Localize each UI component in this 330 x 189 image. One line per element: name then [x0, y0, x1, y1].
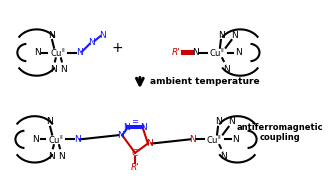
Text: N: N: [147, 139, 153, 148]
Text: N: N: [117, 131, 124, 140]
Text: Cu$^{\mathsf{II}}$: Cu$^{\mathsf{II}}$: [50, 46, 66, 59]
Text: N: N: [76, 48, 82, 57]
Text: N: N: [192, 48, 199, 57]
Text: N: N: [58, 152, 65, 161]
Text: N: N: [235, 48, 242, 57]
Text: N: N: [34, 48, 41, 57]
Text: N: N: [231, 31, 238, 40]
Text: N: N: [60, 65, 67, 74]
Text: Cu$^{\mathsf{II}}$: Cu$^{\mathsf{II}}$: [209, 46, 225, 59]
Text: N: N: [223, 65, 230, 74]
Text: N: N: [123, 123, 129, 132]
Text: N: N: [48, 152, 54, 161]
Text: N: N: [88, 38, 95, 47]
Text: ambient temperature: ambient temperature: [149, 77, 259, 86]
Text: N: N: [232, 135, 239, 144]
Text: antiferromagnetic: antiferromagnetic: [236, 123, 323, 132]
Text: N: N: [220, 152, 227, 161]
Text: R': R': [172, 48, 181, 57]
Text: N: N: [46, 118, 52, 126]
Text: Cu$^{\mathsf{II}}$: Cu$^{\mathsf{II}}$: [48, 133, 64, 146]
Text: =: =: [132, 117, 139, 126]
Text: N: N: [48, 31, 54, 40]
Text: N: N: [50, 65, 56, 74]
Text: coupling: coupling: [259, 133, 300, 142]
Text: N: N: [99, 31, 106, 40]
Text: N: N: [74, 135, 81, 144]
Text: N: N: [218, 31, 225, 40]
Text: R': R': [131, 163, 139, 172]
Text: +: +: [112, 41, 123, 55]
Text: N: N: [189, 135, 196, 144]
Text: Cu$^{\mathsf{II}}$: Cu$^{\mathsf{II}}$: [206, 133, 222, 146]
Text: N: N: [32, 135, 39, 144]
Text: N: N: [141, 123, 147, 132]
Text: N: N: [228, 118, 235, 126]
Text: C: C: [132, 149, 138, 158]
Text: N: N: [215, 118, 222, 126]
